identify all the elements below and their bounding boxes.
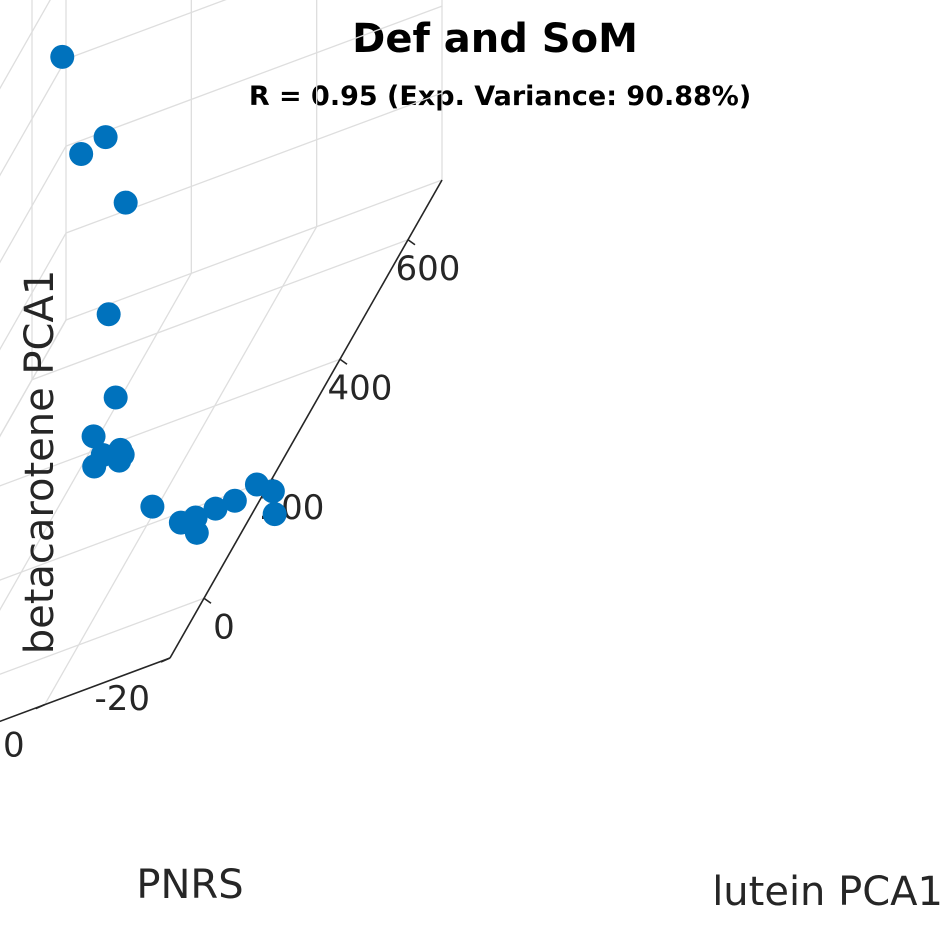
grid-line-z: [65, 5, 443, 147]
grid-line-z: [0, 145, 67, 264]
data-point: [50, 44, 75, 69]
data-point: [113, 190, 138, 215]
data-point: [81, 424, 106, 449]
data-point-layer: [50, 44, 287, 545]
data-point: [203, 496, 228, 521]
data-point: [93, 125, 118, 150]
data-point: [82, 454, 107, 479]
y-tick-mark: [160, 657, 171, 663]
grid-line-x-floor: [0, 597, 205, 675]
x-tick-mark: [203, 597, 212, 604]
x-tick-label: 0: [213, 607, 235, 647]
grid-line-y-floor: [0, 273, 192, 611]
grid-line-x-floor: [0, 358, 341, 487]
y-axis-line: [0, 657, 171, 723]
data-point: [108, 437, 133, 462]
grid-line-z: [0, 232, 67, 351]
z-axis-label: betacarotene PCA1: [17, 270, 63, 655]
grid-line-x-floor: [31, 239, 409, 381]
grid-line-z: [65, 0, 227, 60]
x-axis-label: lutein PCA1: [712, 869, 943, 915]
grid-line-z: [0, 0, 51, 90]
data-point: [140, 494, 165, 519]
data-point: [260, 479, 285, 504]
data-point: [222, 488, 247, 513]
chart-title: Def and SoM: [352, 16, 638, 62]
grid-line-z: [0, 319, 67, 438]
data-point: [184, 520, 209, 545]
y-tick-mark: [35, 703, 45, 710]
data-point: [69, 142, 94, 167]
data-point: [103, 385, 128, 410]
y-axis-label: PNRS: [136, 862, 243, 908]
grid-line-z: [65, 179, 443, 321]
x-tick-label: 600: [396, 249, 461, 289]
x-axis-line: [169, 179, 443, 659]
x-tick-mark: [339, 358, 348, 365]
data-point: [262, 502, 287, 527]
chart-subtitle: R = 0.95 (Exp. Variance: 90.88%): [249, 81, 751, 112]
x-tick-label: 400: [328, 368, 393, 408]
data-point: [96, 302, 121, 327]
grid-line-y-floor: [44, 226, 318, 705]
y-tick-label: 0: [3, 726, 25, 766]
grid-line-z: [0, 58, 67, 177]
x-tick-mark: [407, 239, 416, 246]
y-tick-label: -20: [94, 679, 150, 719]
